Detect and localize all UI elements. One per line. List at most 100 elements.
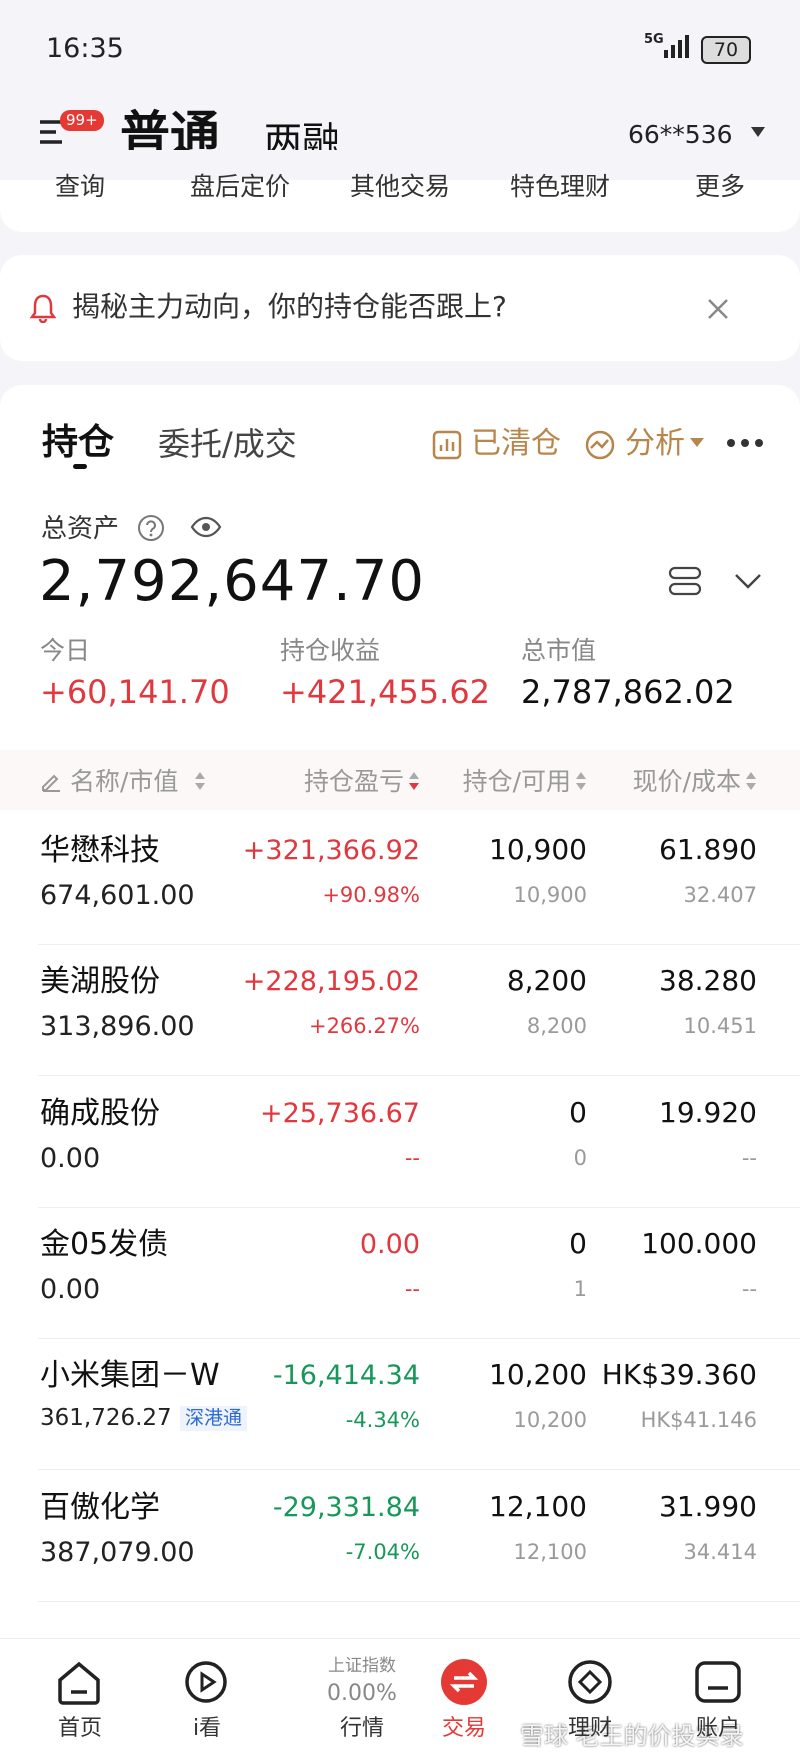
layout-icon[interactable] <box>668 565 702 597</box>
column-header[interactable]: 持仓/可用 <box>462 767 571 796</box>
price: 100.000 <box>641 1226 757 1260</box>
pnl-percent: -7.04% <box>345 1539 420 1564</box>
watch-icon <box>185 1661 227 1703</box>
nav-label[interactable]: 理财 <box>567 1716 612 1741</box>
stock-name[interactable]: 美湖股份 <box>40 964 160 1000</box>
cost: 10.451 <box>683 1014 757 1039</box>
dropdown-icon[interactable] <box>750 126 766 138</box>
pnl-percent: -- <box>404 1276 420 1301</box>
position: 0 <box>569 1226 587 1260</box>
cost: HK$41.146 <box>640 1408 757 1433</box>
market-value: 0.00 <box>40 1142 101 1174</box>
index-name: 上证指数 <box>328 1656 396 1676</box>
header-overlay <box>0 150 800 180</box>
account-icon <box>695 1661 741 1703</box>
nav-label[interactable]: i看 <box>192 1716 222 1741</box>
row-divider <box>38 1600 800 1602</box>
banner-text: 揭秘主力动向，你的持仓能否跟上? <box>72 290 507 323</box>
available: 1 <box>573 1276 587 1301</box>
close-icon[interactable] <box>706 297 730 321</box>
market-value: 0.00 <box>40 1273 101 1305</box>
price: 19.920 <box>659 1095 757 1129</box>
row-divider <box>38 1337 800 1339</box>
price: 61.890 <box>659 833 757 866</box>
available: 8,200 <box>526 1014 587 1039</box>
pnl: 0.00 <box>359 1228 420 1260</box>
price: 31.990 <box>659 1489 757 1523</box>
pnl: -29,331.84 <box>272 1491 420 1523</box>
badge: 99+ <box>60 110 104 131</box>
bottom-nav <box>0 1638 800 1760</box>
eye-icon[interactable] <box>190 516 222 538</box>
menu-item[interactable]: 其他交易 <box>349 172 450 201</box>
home-icon <box>58 1661 100 1705</box>
help-icon[interactable] <box>137 514 165 542</box>
row-divider <box>38 1469 800 1471</box>
nav-label[interactable]: 首页 <box>57 1716 102 1741</box>
pnl-percent: -4.34% <box>345 1408 420 1433</box>
menu-item[interactable]: 特色理财 <box>509 172 610 201</box>
nav-label[interactable]: 交易 <box>441 1716 486 1741</box>
stock-name[interactable]: 确成股份 <box>40 1095 160 1131</box>
status-network: 5G <box>644 32 664 47</box>
column-header[interactable]: 持仓盈亏 <box>303 767 404 796</box>
stat-label: 持仓收益 <box>280 636 381 665</box>
menu-item[interactable]: 更多 <box>694 172 745 201</box>
cleared-button[interactable]: 已清仓 <box>471 426 561 461</box>
stat-value: 2,787,862.02 <box>521 673 735 711</box>
pnl-percent: -- <box>404 1145 420 1170</box>
stock-name[interactable]: 百傲化学 <box>40 1489 160 1525</box>
analysis-button[interactable]: 分析 <box>625 426 685 461</box>
cleared-icon <box>432 430 462 460</box>
position: 0 <box>569 1095 587 1129</box>
total-assets: 2,792,647.70 <box>39 549 426 614</box>
pnl-percent: +266.27% <box>308 1014 420 1039</box>
cost: -- <box>741 1276 757 1301</box>
banner[interactable]: 揭秘主力动向，你的持仓能否跟上? <box>0 255 800 361</box>
tab-orders[interactable]: 委托/成交 <box>158 425 297 463</box>
battery: 70 <box>701 36 751 64</box>
stat-label: 今日 <box>40 636 91 665</box>
table-header <box>0 750 800 810</box>
position: 10,200 <box>489 1358 587 1392</box>
tab-holdings[interactable]: 持仓 <box>42 422 115 463</box>
menu-icon[interactable] <box>38 118 70 146</box>
market-tag: 深港通 <box>180 1406 248 1432</box>
sort-icon[interactable] <box>575 770 587 792</box>
nav-label[interactable]: 账户 <box>695 1716 740 1741</box>
nav-label[interactable]: 行情 <box>339 1716 384 1741</box>
pnl: +228,195.02 <box>242 966 420 998</box>
market-value: 387,079.00 <box>40 1536 195 1568</box>
position: 8,200 <box>506 964 587 998</box>
column-header[interactable]: 现价/成本 <box>632 767 741 796</box>
menu-item[interactable]: 盘后定价 <box>189 172 290 201</box>
row-divider <box>38 944 800 945</box>
stock-name[interactable]: 金05发债 <box>40 1226 169 1262</box>
market-value: 361,726.27 <box>40 1405 172 1432</box>
stock-name[interactable]: 小米集团－W <box>40 1358 220 1394</box>
menu-item[interactable]: 查询 <box>54 172 105 201</box>
position: 12,100 <box>489 1489 587 1523</box>
sort-icon[interactable] <box>194 770 206 792</box>
sort-icon[interactable] <box>408 770 420 792</box>
watermark: 雪球 老王的价投实录 <box>520 1722 744 1750</box>
analysis-icon <box>585 430 615 460</box>
edit-icon[interactable] <box>40 770 62 792</box>
status-time: 16:35 <box>46 33 124 64</box>
bell-icon <box>30 294 56 323</box>
stock-name[interactable]: 华懋科技 <box>40 833 160 868</box>
account[interactable]: 66**536 <box>628 120 733 149</box>
wealth-icon <box>568 1660 612 1704</box>
stat-value: +421,455.62 <box>280 673 491 711</box>
column-header[interactable]: 名称/市值 <box>70 767 179 796</box>
available: 12,100 <box>513 1539 587 1564</box>
sort-icon[interactable] <box>745 770 757 792</box>
expand-icon[interactable] <box>734 572 762 590</box>
index-value: 0.00% <box>327 1681 397 1706</box>
more-icon[interactable] <box>726 438 764 448</box>
trade-icon <box>441 1659 487 1705</box>
available: 0 <box>573 1145 587 1170</box>
holdings-card <box>0 385 800 1685</box>
cost: -- <box>741 1145 757 1170</box>
row-divider <box>38 1075 800 1077</box>
